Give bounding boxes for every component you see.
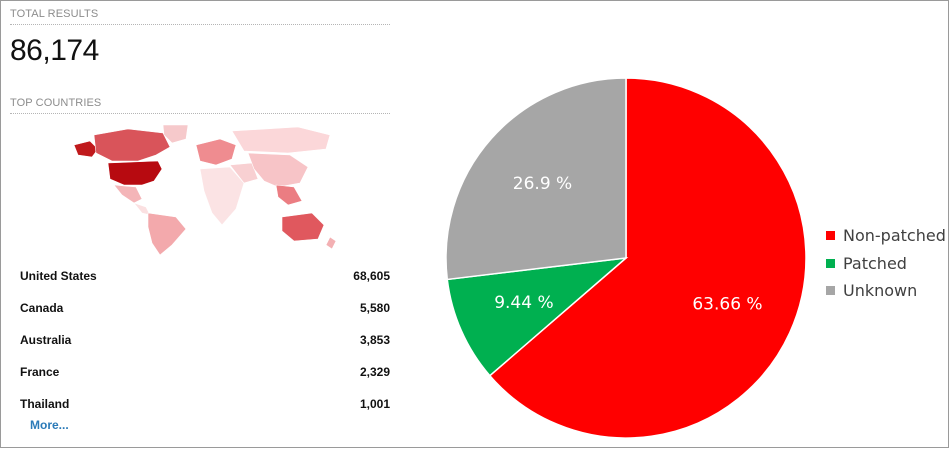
country-name: Canada (20, 301, 64, 315)
pie-slice-patched[interactable] (446, 256, 629, 377)
legend-item[interactable]: Unknown (826, 277, 946, 305)
country-name: United States (20, 269, 97, 283)
legend-label: Unknown (843, 281, 918, 301)
chart-legend: Non-patched Patched Unknown (826, 222, 946, 305)
country-row[interactable]: France 2,329 (20, 356, 390, 388)
pie-slice-unknown[interactable] (445, 77, 627, 281)
map-usa (107, 160, 163, 186)
map-mexico (113, 184, 143, 204)
country-count: 68,605 (353, 269, 390, 283)
country-row[interactable]: Thailand 1,001 (20, 388, 390, 420)
pie-svg: 63.66 % 9.44 % 26.9 % (445, 77, 807, 439)
country-row[interactable]: United States 68,605 (20, 260, 390, 292)
map-africa (199, 166, 245, 226)
country-name: Australia (20, 333, 72, 347)
map-alaska (73, 140, 99, 158)
map-south-america (147, 212, 187, 255)
pie-slice-non-patched[interactable] (488, 77, 807, 439)
map-new-zealand (325, 236, 337, 250)
total-results-label: TOTAL RESULTS (10, 8, 390, 25)
legend-swatch (826, 231, 835, 241)
legend-swatch (826, 258, 835, 268)
country-count: 2,329 (359, 365, 390, 379)
legend-item[interactable]: Non-patched (826, 222, 946, 250)
country-name: Thailand (20, 397, 70, 411)
country-count: 3,853 (359, 333, 390, 347)
patch-status-pie-chart: 63.66 % 9.44 % 26.9 % (436, 68, 816, 448)
country-row[interactable]: Australia 3,853 (20, 324, 390, 356)
map-southeast-asia (275, 184, 303, 206)
country-count: 1,001 (359, 397, 390, 411)
pie-slice-label: 26.9 % (513, 174, 572, 194)
map-europe (195, 138, 237, 166)
country-count: 5,580 (359, 301, 390, 315)
country-row[interactable]: Canada 5,580 (20, 292, 390, 324)
map-australia (281, 212, 325, 242)
map-middle-east (229, 162, 259, 184)
map-greenland (162, 125, 189, 144)
map-canada (93, 128, 171, 162)
country-name: France (20, 365, 60, 379)
map-central-america (133, 202, 151, 216)
legend-swatch (826, 286, 835, 296)
world-map[interactable] (68, 125, 340, 255)
map-asia (247, 152, 309, 188)
pie-slice-label: 63.66 % (692, 294, 762, 314)
legend-item[interactable]: Patched (826, 250, 946, 278)
map-russia (231, 126, 331, 154)
country-list: United States 68,605 Canada 5,580 Austra… (20, 260, 390, 420)
more-countries-link[interactable]: More... (30, 418, 69, 432)
pie-slice-label: 9.44 % (494, 293, 553, 313)
top-countries-label: TOP COUNTRIES (10, 97, 390, 114)
legend-label: Patched (843, 253, 907, 273)
legend-label: Non-patched (843, 226, 946, 246)
total-results-value: 86,174 (10, 34, 99, 67)
